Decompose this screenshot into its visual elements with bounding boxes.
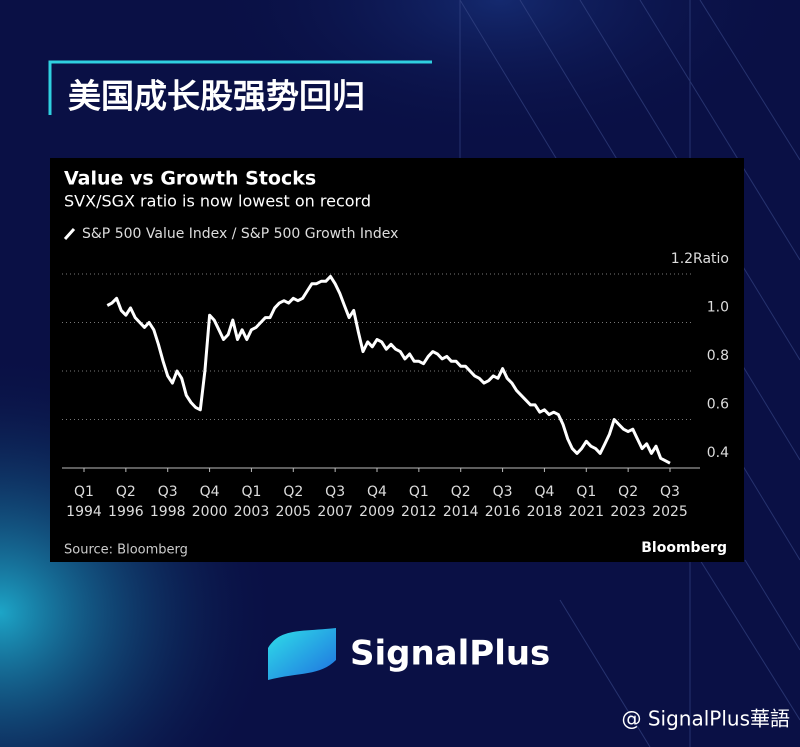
x-tick-label: Q4	[534, 484, 554, 500]
legend-label: S&P 500 Value Index / S&P 500 Growth Ind…	[82, 226, 398, 242]
x-tick-label: 2023	[610, 504, 646, 520]
x-tick-label: 1994	[66, 504, 102, 520]
header-bracket	[48, 60, 432, 115]
y-tick-label: 0.6	[707, 397, 729, 413]
logo-icon	[268, 628, 336, 680]
x-tick-label: Q4	[200, 484, 220, 500]
x-tick-label: Q4	[367, 484, 387, 500]
legend-swatch	[63, 227, 76, 241]
x-tick-label: Q2	[618, 484, 638, 500]
chart-panel	[50, 158, 744, 562]
watermark: @ SignalPlus華語	[621, 707, 790, 731]
x-tick-label: 2003	[234, 504, 270, 520]
header-title: 美国成长股强势回归	[68, 77, 365, 116]
chart-title: Value vs Growth Stocks	[64, 168, 316, 190]
y-tick-label: 0.4	[707, 445, 729, 461]
x-tick-label: Q3	[158, 484, 178, 500]
y-tick-label: 1.0	[707, 300, 729, 316]
y-tick-label: 0.8	[707, 348, 729, 364]
x-tick-label: Q1	[241, 484, 261, 500]
y-tick-label: 1.2Ratio	[671, 251, 729, 267]
x-tick-label: 2016	[485, 504, 521, 520]
series-line	[106, 274, 671, 465]
x-tick-label: 1998	[150, 504, 186, 520]
x-tick-label: 2000	[192, 504, 228, 520]
x-tick-label: Q2	[451, 484, 471, 500]
x-tick-label: Q2	[116, 484, 136, 500]
x-tick-label: Q1	[409, 484, 429, 500]
x-tick-label: 1996	[108, 504, 144, 520]
x-tick-label: 2009	[359, 504, 395, 520]
brand: Bloomberg	[641, 540, 727, 556]
x-tick-label: 2021	[568, 504, 604, 520]
x-tick-label: 2007	[317, 504, 353, 520]
x-tick-label: Q1	[576, 484, 596, 500]
source: Source: Bloomberg	[64, 543, 188, 558]
x-tick-label: 2018	[527, 504, 563, 520]
x-tick-label: Q3	[660, 484, 680, 500]
x-tick-label: Q1	[74, 484, 94, 500]
x-tick-label: Q2	[283, 484, 303, 500]
chart-subtitle: SVX/SGX ratio is now lowest on record	[64, 192, 371, 211]
x-tick-label: 2014	[443, 504, 479, 520]
x-tick-label: Q3	[325, 484, 345, 500]
x-tick-label: 2012	[401, 504, 437, 520]
logo-text: SignalPlus	[350, 634, 550, 674]
x-tick-label: 2025	[652, 504, 688, 520]
x-tick-label: Q3	[493, 484, 513, 500]
x-tick-label: 2005	[275, 504, 311, 520]
